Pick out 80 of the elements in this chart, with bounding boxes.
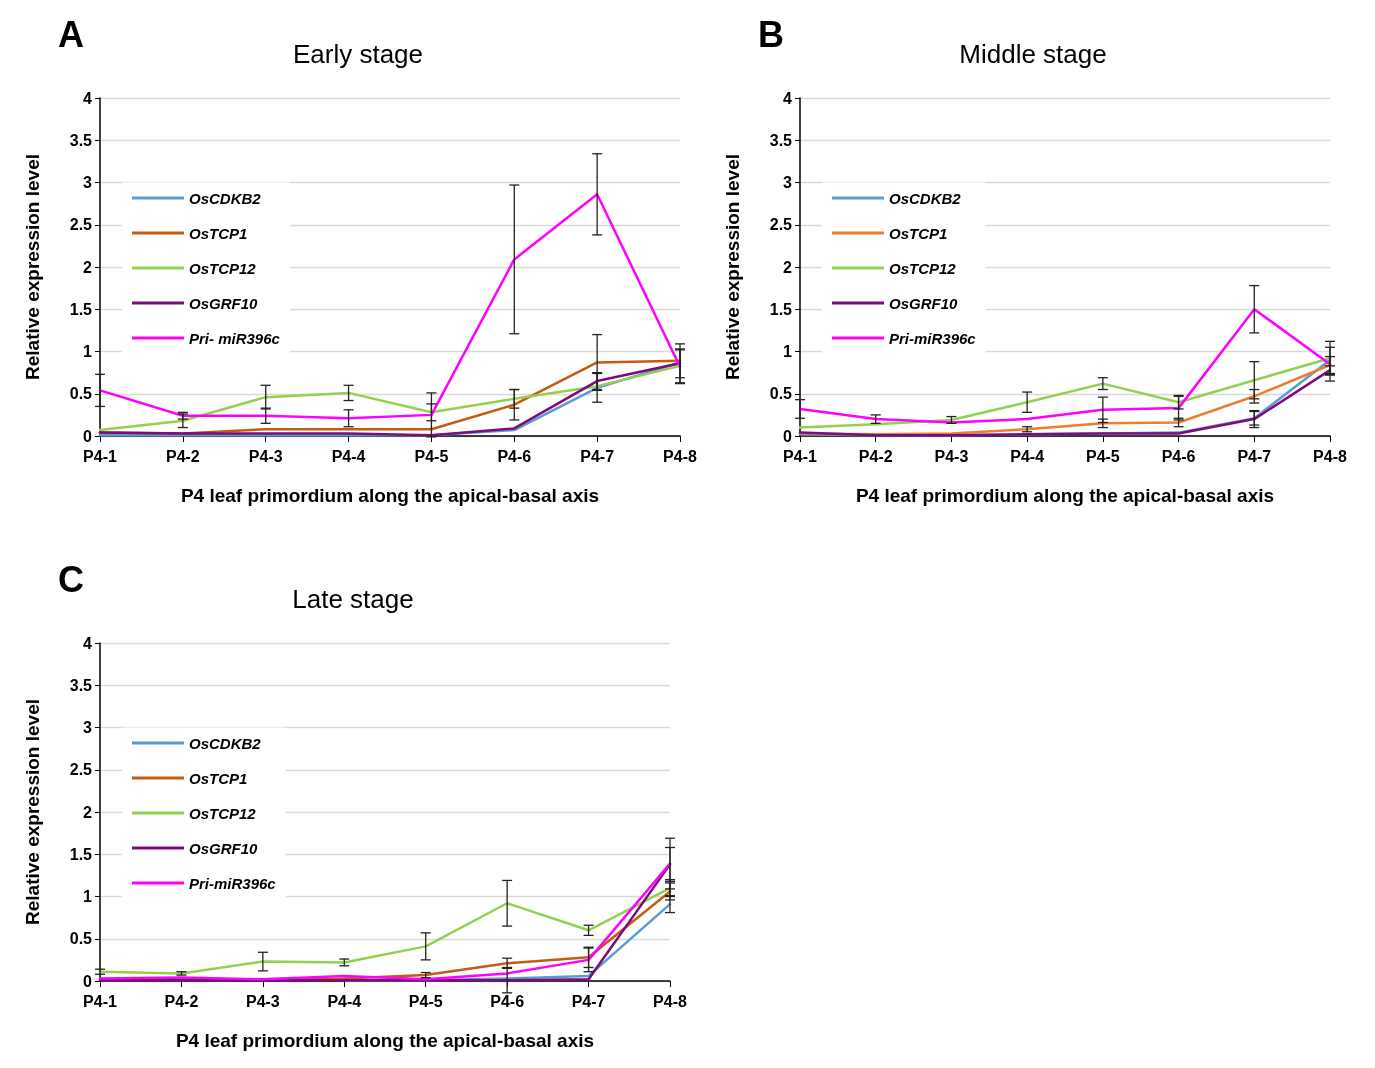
x-tick-label: P4-7 <box>580 447 615 465</box>
y-tick-label: 2 <box>783 258 793 276</box>
y-tick-label: 3 <box>83 719 93 736</box>
legend-label: Pri-miR396c <box>889 329 977 347</box>
legend-label: OsTCP12 <box>189 259 257 277</box>
x-tick-label: P4-5 <box>414 447 449 465</box>
text: C <box>58 558 84 600</box>
y-tick-label: 2.5 <box>69 761 93 779</box>
legend-label: OsGRF10 <box>889 294 959 312</box>
x-tick-label: P4-8 <box>653 992 687 1010</box>
y-tick-label: 4 <box>783 89 793 107</box>
y-tick-label: 2 <box>83 803 93 821</box>
y-tick-label: 0 <box>783 427 793 445</box>
legend-label: Pri-miR396c <box>189 874 277 892</box>
y-tick-label: 1 <box>83 343 93 360</box>
x-tick-label: P4-1 <box>83 447 117 465</box>
x-axis-title: P4 leaf primordium along the apical-basal axis <box>180 485 600 506</box>
x-tick-label: P4-3 <box>934 447 969 465</box>
y-tick-label: 3.5 <box>69 131 93 149</box>
legend-label: OsCDKB2 <box>189 189 262 207</box>
x-tick-label: P4-4 <box>331 447 366 465</box>
x-tick-label: P4-2 <box>858 447 893 465</box>
y-tick-label: 1.5 <box>769 300 793 318</box>
x-tick-label: P4-2 <box>165 447 200 465</box>
chart-title: Early stage <box>292 39 424 69</box>
y-tick-label: 0.5 <box>769 385 793 403</box>
y-axis-title: Relative expression level <box>22 698 43 926</box>
x-tick-label: P4-8 <box>663 447 697 465</box>
x-tick-label: P4-6 <box>490 992 525 1010</box>
x-tick-label: P4-6 <box>1161 447 1196 465</box>
chart-title: Late stage <box>292 584 414 614</box>
y-tick-label: 0.5 <box>69 930 93 948</box>
y-tick-label: 2 <box>83 258 93 276</box>
x-tick-label: P4-1 <box>783 447 817 465</box>
y-axis-title: Relative expression level <box>22 153 43 381</box>
line-series <box>798 308 1332 424</box>
y-tick-label: 3 <box>83 174 93 191</box>
y-tick-label: 4 <box>83 634 93 652</box>
y-tick-label: 3 <box>783 174 793 191</box>
y-tick-label: 4 <box>83 89 93 107</box>
legend-label: OsTCP1 <box>889 224 948 242</box>
legend-label: OsGRF10 <box>189 294 259 312</box>
x-tick-label: P4-8 <box>1313 447 1347 465</box>
x-tick-label: P4-4 <box>327 992 362 1010</box>
x-axis-title: P4 leaf primordium along the apical-basal axis <box>855 485 1275 506</box>
text: B <box>758 13 784 55</box>
y-tick-label: 1.5 <box>69 845 93 863</box>
y-tick-label: 1 <box>83 888 93 905</box>
y-tick-label: 3.5 <box>69 676 93 694</box>
legend-label: OsGRF10 <box>189 839 259 857</box>
y-tick-label: 3.5 <box>769 131 793 149</box>
y-tick-label: 1.5 <box>69 300 93 318</box>
x-tick-label: P4-5 <box>1085 447 1120 465</box>
y-tick-label: 1 <box>783 343 793 360</box>
legend-label: Pri- miR396c <box>189 329 281 347</box>
y-tick-label: 2.5 <box>769 216 793 234</box>
x-tick-label: P4-3 <box>245 992 280 1010</box>
x-tick-label: P4-3 <box>248 447 283 465</box>
y-tick-label: 2.5 <box>69 216 93 234</box>
y-tick-label: 0.5 <box>69 385 93 403</box>
legend-label: OsTCP1 <box>189 769 248 787</box>
y-tick-label: 0 <box>83 427 93 445</box>
x-tick-label: P4-2 <box>164 992 199 1010</box>
x-tick-label: P4-6 <box>497 447 532 465</box>
x-tick-label: P4-1 <box>83 992 117 1010</box>
x-tick-label: P4-4 <box>1010 447 1045 465</box>
line-series <box>98 193 682 420</box>
legend-label: OsTCP12 <box>889 259 957 277</box>
x-tick-label: P4-7 <box>1237 447 1272 465</box>
text: A <box>58 13 84 55</box>
x-axis-title: P4 leaf primordium along the apical-basal axis <box>175 1030 595 1051</box>
chart-title: Middle stage <box>959 39 1107 69</box>
legend-label: OsCDKB2 <box>189 734 262 752</box>
legend-label: OsCDKB2 <box>889 189 962 207</box>
legend-label: OsTCP12 <box>189 804 257 822</box>
legend-label: OsTCP1 <box>189 224 248 242</box>
y-axis-title: Relative expression level <box>722 153 743 381</box>
x-tick-label: P4-5 <box>408 992 443 1010</box>
y-tick-label: 0 <box>83 972 93 990</box>
x-tick-label: P4-7 <box>571 992 606 1010</box>
